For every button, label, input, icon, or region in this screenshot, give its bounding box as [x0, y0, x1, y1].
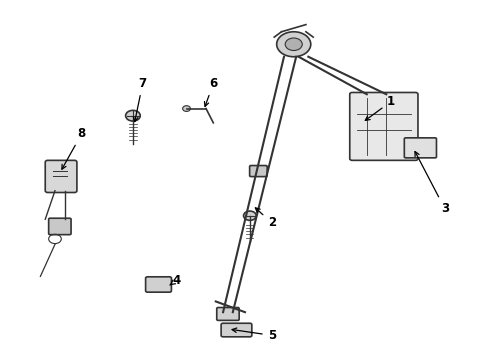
Text: 6: 6 — [204, 77, 218, 107]
FancyBboxPatch shape — [221, 323, 252, 337]
Circle shape — [244, 211, 256, 220]
FancyBboxPatch shape — [146, 277, 172, 292]
FancyBboxPatch shape — [404, 138, 437, 158]
Text: 8: 8 — [62, 127, 86, 169]
FancyBboxPatch shape — [217, 307, 239, 320]
Circle shape — [285, 38, 302, 50]
Text: 5: 5 — [232, 328, 276, 342]
FancyBboxPatch shape — [45, 160, 77, 193]
Circle shape — [125, 111, 140, 121]
Text: 2: 2 — [255, 208, 276, 229]
FancyBboxPatch shape — [49, 218, 71, 235]
Text: 1: 1 — [366, 95, 395, 120]
Text: 4: 4 — [170, 274, 181, 287]
Circle shape — [277, 32, 311, 57]
FancyBboxPatch shape — [350, 93, 418, 160]
Circle shape — [183, 106, 191, 111]
FancyBboxPatch shape — [249, 166, 267, 177]
Text: 7: 7 — [133, 77, 147, 122]
Text: 3: 3 — [415, 152, 449, 215]
